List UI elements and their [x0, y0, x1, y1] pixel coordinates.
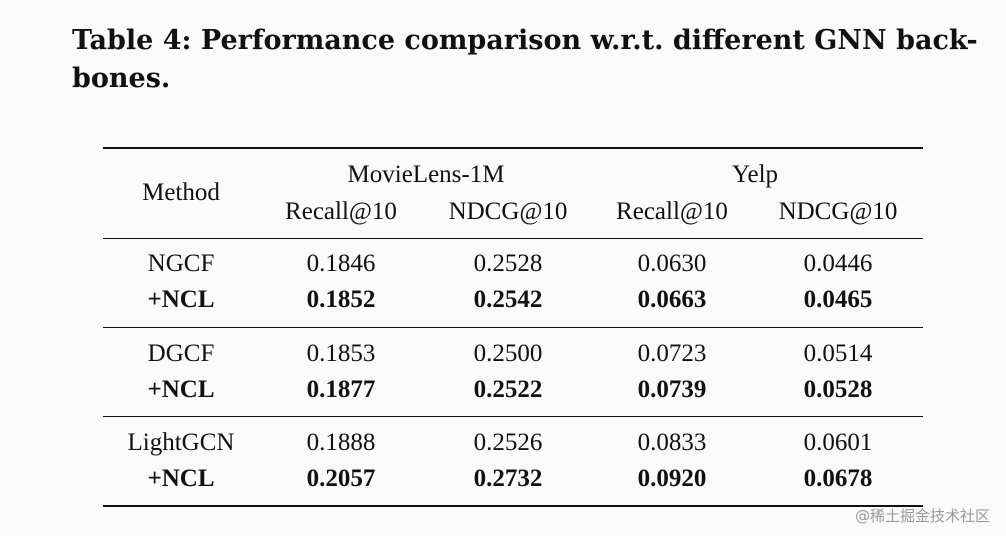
header-rule	[103, 238, 923, 239]
table-cell: 0.2542	[473, 286, 543, 313]
table-cell: 0.2500	[473, 340, 543, 367]
row-method: +NCL	[147, 376, 215, 403]
row-method: +NCL	[147, 465, 215, 492]
table-cell: 0.1852	[306, 286, 376, 313]
dataset-header-movielens: MovieLens-1M	[347, 161, 505, 188]
table-caption: Table 4: Performance comparison w.r.t. d…	[72, 22, 978, 98]
table-cell: 0.0723	[637, 340, 707, 367]
table-cell: 0.2526	[473, 429, 543, 456]
metric-header-recall-movielens: Recall@10	[285, 198, 397, 225]
table-cell: 0.0833	[637, 429, 707, 456]
dataset-header-yelp: Yelp	[731, 161, 779, 188]
table-cell: 0.1853	[306, 340, 376, 367]
row-method: NGCF	[147, 250, 215, 277]
row-method: DGCF	[147, 340, 215, 367]
table-cell: 0.0601	[803, 429, 873, 456]
table-cell: 0.1877	[306, 376, 376, 403]
group-rule-1	[103, 327, 923, 328]
bottom-rule	[103, 505, 923, 507]
metric-header-ndcg-yelp: NDCG@10	[778, 198, 898, 225]
top-rule	[103, 147, 923, 149]
table-cell: 0.0528	[803, 376, 873, 403]
caption-line-2: bones.	[72, 63, 171, 94]
table-cell: 0.0465	[803, 286, 873, 313]
table-cell: 0.2057	[306, 465, 376, 492]
table-cell: 0.2522	[473, 376, 543, 403]
table-cell: 0.0514	[803, 340, 873, 367]
table-cell: 0.0446	[803, 250, 873, 277]
metric-header-recall-yelp: Recall@10	[616, 198, 728, 225]
table-cell: 0.1888	[306, 429, 376, 456]
table-cell: 0.0920	[637, 465, 707, 492]
table-cell: 0.2528	[473, 250, 543, 277]
table-cell: 0.0630	[637, 250, 707, 277]
table-cell: 0.0678	[803, 465, 873, 492]
table-cell: 0.0663	[637, 286, 707, 313]
table-cell: 0.1846	[306, 250, 376, 277]
row-method: LightGCN	[127, 429, 235, 456]
group-rule-2	[103, 416, 923, 417]
row-method: +NCL	[147, 286, 215, 313]
table-cell: 0.2732	[473, 465, 543, 492]
metric-header-ndcg-movielens: NDCG@10	[448, 198, 568, 225]
watermark: @稀土掘金技术社区	[854, 507, 990, 525]
method-header: Method	[142, 179, 220, 206]
caption-line-1: Table 4: Performance comparison w.r.t. d…	[72, 25, 978, 56]
table-cell: 0.0739	[637, 376, 707, 403]
